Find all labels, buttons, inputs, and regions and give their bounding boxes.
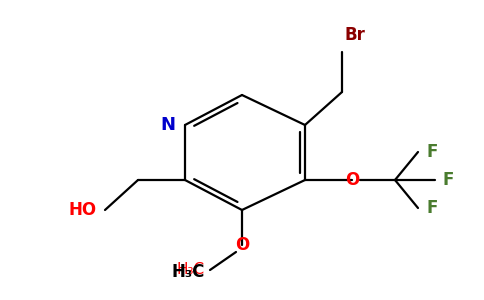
- Text: N: N: [160, 116, 175, 134]
- Text: F: F: [426, 143, 438, 161]
- Text: F: F: [426, 199, 438, 217]
- Text: F: F: [443, 171, 454, 189]
- Text: O: O: [345, 171, 359, 189]
- Text: H₃C: H₃C: [177, 262, 205, 278]
- Text: O: O: [235, 236, 249, 254]
- Text: H₃C: H₃C: [172, 263, 205, 281]
- Text: HO: HO: [69, 201, 97, 219]
- Text: Br: Br: [344, 26, 365, 44]
